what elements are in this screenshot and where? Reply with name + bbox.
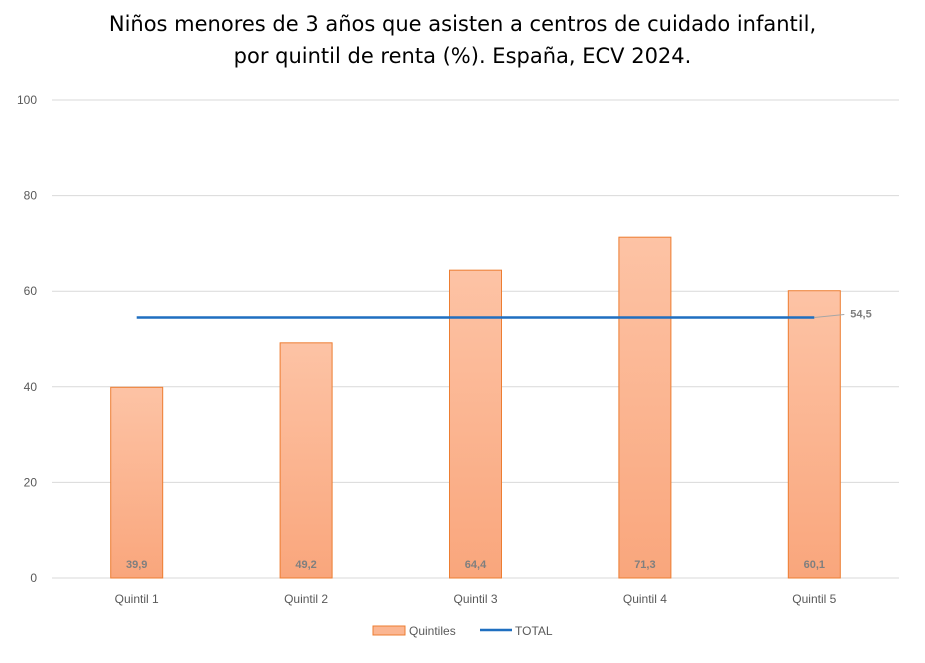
y-tick-label-20: 20 bbox=[24, 475, 38, 489]
chart-title: Niños menores de 3 años que asisten a ce… bbox=[0, 8, 925, 72]
total-label-leader bbox=[814, 313, 845, 318]
bar-data-label-1: 39,9 bbox=[126, 559, 147, 571]
bar-data-label-5: 60,1 bbox=[804, 559, 825, 571]
chart-title-line-2: por quintil de renta (%). España, ECV 20… bbox=[233, 44, 692, 68]
bar-data-label-3: 64,4 bbox=[465, 559, 487, 571]
x-tick-label-3: Quintil 3 bbox=[453, 592, 497, 606]
bar-1 bbox=[110, 386, 164, 579]
bar-series: 39,9 49,2 64,4 71,3 60,1 bbox=[110, 236, 841, 579]
x-tick-label-1: Quintil 1 bbox=[115, 592, 159, 606]
legend-label-total: TOTAL bbox=[515, 624, 553, 638]
bar-data-label-4: 71,3 bbox=[634, 559, 655, 571]
y-tick-label-80: 80 bbox=[24, 189, 38, 203]
bar-4 bbox=[618, 236, 672, 579]
bar-5 bbox=[787, 290, 841, 579]
x-axis: Quintil 1 Quintil 2 Quintil 3 Quintil 4 Quin… bbox=[115, 592, 837, 606]
y-tick-label-100: 100 bbox=[17, 93, 37, 107]
bar-3 bbox=[449, 269, 502, 579]
x-tick-label-4: Quintil 4 bbox=[623, 592, 667, 606]
legend-label-quintiles: Quintiles bbox=[409, 624, 456, 638]
x-tick-label-5: Quintil 5 bbox=[792, 592, 836, 606]
bar-data-label-2: 49,2 bbox=[295, 559, 316, 571]
y-tick-label-0: 0 bbox=[30, 571, 37, 585]
x-tick-label-2: Quintil 2 bbox=[284, 592, 328, 606]
y-axis: 0 20 40 60 80 100 bbox=[17, 93, 37, 585]
y-tick-label-60: 60 bbox=[24, 284, 38, 298]
chart-title-line-1: Niños menores de 3 años que asisten a ce… bbox=[108, 12, 817, 36]
bar-2 bbox=[279, 342, 333, 579]
legend: Quintiles TOTAL bbox=[372, 624, 553, 638]
total-data-label: 54,5 bbox=[850, 308, 871, 320]
y-tick-label-40: 40 bbox=[24, 380, 38, 394]
total-line-series: 54,5 bbox=[136, 308, 872, 320]
legend-swatch-quintiles bbox=[372, 625, 406, 636]
